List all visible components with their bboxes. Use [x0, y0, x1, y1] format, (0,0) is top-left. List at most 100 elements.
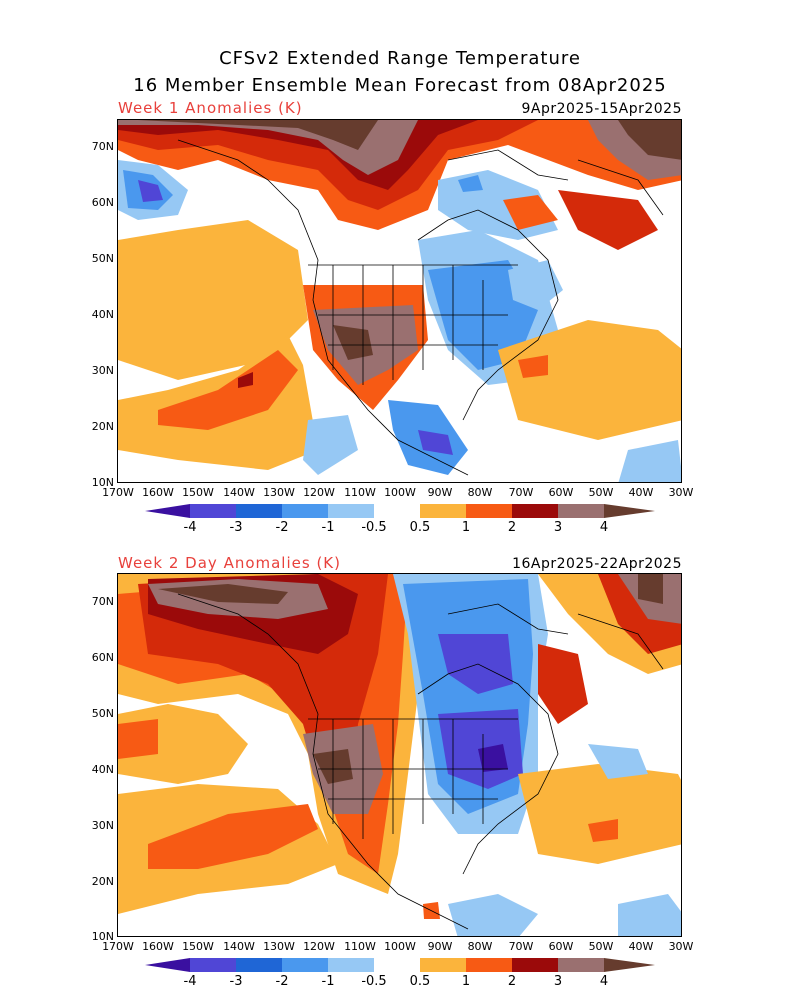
map-panel-week2 — [117, 573, 682, 937]
colorbar-segment — [282, 958, 328, 972]
lon-label: 110W — [344, 486, 376, 499]
anomaly-region — [438, 634, 513, 694]
lon-label: 90W — [427, 940, 453, 953]
lon-label: 150W — [182, 940, 214, 953]
panel1-dates: 9Apr2025-15Apr2025 — [521, 101, 682, 117]
lat-label: 20N — [91, 875, 114, 888]
lon-label: 40W — [628, 486, 654, 499]
colorbar-label: 0.5 — [409, 520, 431, 535]
colorbar-week1 — [145, 504, 655, 518]
anomaly-region — [618, 894, 681, 936]
coastline — [577, 159, 664, 216]
lat-label: 40N — [91, 763, 114, 776]
colorbar-label: 3 — [553, 520, 563, 535]
colorbar-label: -3 — [229, 974, 243, 989]
lon-label: 160W — [142, 940, 174, 953]
lon-label: 60W — [548, 940, 574, 953]
anomaly-region — [588, 819, 618, 842]
colorbar-label: 4 — [599, 974, 609, 989]
lon-label: 110W — [344, 940, 376, 953]
colorbar-segment — [236, 504, 282, 518]
anomaly-region — [458, 175, 483, 192]
anomaly-region — [508, 260, 563, 310]
lon-label: 80W — [467, 940, 493, 953]
chart-title-line1: CFSv2 Extended Range Temperature — [219, 48, 581, 69]
anomaly-region — [158, 584, 288, 604]
anomaly-region — [588, 744, 648, 779]
panel1-label: Week 1 Anomalies (K) — [118, 99, 303, 117]
colorbar-segment — [328, 504, 374, 518]
lon-label: 70W — [508, 940, 534, 953]
colorbar-segment — [512, 958, 558, 972]
anomaly-region — [618, 440, 681, 482]
colorbar-segment — [145, 958, 190, 972]
lat-label: 10N — [91, 476, 114, 489]
anomaly-region — [148, 804, 318, 869]
colorbar-segment — [145, 504, 190, 518]
anomaly-region — [503, 195, 558, 230]
anomaly-region — [518, 764, 681, 864]
colorbar-label: 2 — [507, 520, 517, 535]
lon-label: 100W — [384, 486, 416, 499]
lon-label: 40W — [628, 940, 654, 953]
border — [332, 719, 484, 839]
colorbar-segment — [604, 504, 655, 518]
anomaly-region — [303, 415, 358, 475]
anomaly-region — [498, 320, 681, 440]
colorbar-label: -2 — [275, 520, 289, 535]
anomaly-map-week2 — [118, 574, 681, 936]
lat-label: 60N — [91, 651, 114, 664]
colorbar-segment — [374, 958, 420, 972]
anomaly-region — [418, 430, 453, 455]
lon-label: 60W — [548, 486, 574, 499]
colorbar-label: 1 — [461, 520, 471, 535]
lon-label: 140W — [223, 940, 255, 953]
colorbar-label: -0.5 — [361, 974, 387, 989]
chart-title-line2: 16 Member Ensemble Mean Forecast from 08… — [133, 75, 667, 96]
anomaly-region — [478, 744, 508, 772]
anomaly-region — [118, 719, 158, 759]
lon-label: 50W — [588, 940, 614, 953]
colorbar-label: 3 — [553, 974, 563, 989]
lon-label: 30W — [668, 486, 694, 499]
colorbar-segment — [558, 504, 604, 518]
colorbar-segment — [420, 504, 466, 518]
colorbar-label: 2 — [507, 974, 517, 989]
coastline — [177, 593, 469, 930]
colorbar-label: 0.5 — [409, 974, 431, 989]
coastline — [177, 139, 469, 476]
colorbar-label: 1 — [461, 974, 471, 989]
anomaly-region — [638, 574, 663, 604]
lon-label: 120W — [303, 486, 335, 499]
anomaly-region — [118, 120, 538, 210]
colorbar-segment — [558, 958, 604, 972]
lon-label: 100W — [384, 940, 416, 953]
lon-label: 90W — [427, 486, 453, 499]
coastline — [417, 209, 559, 421]
lon-label: 30W — [668, 940, 694, 953]
coastline — [447, 149, 569, 181]
lat-label: 50N — [91, 707, 114, 720]
lat-label: 30N — [91, 364, 114, 377]
colorbar-segment — [604, 958, 655, 972]
anomaly-region — [558, 190, 658, 250]
lon-label: 120W — [303, 940, 335, 953]
anomaly-region — [138, 120, 378, 150]
lat-label: 30N — [91, 819, 114, 832]
anomaly-region — [138, 180, 163, 202]
lon-label: 170W — [102, 940, 134, 953]
lon-label: 130W — [263, 486, 295, 499]
colorbar-week2 — [145, 958, 655, 972]
lon-label: 50W — [588, 486, 614, 499]
anomaly-region — [618, 120, 681, 160]
colorbar-label: 4 — [599, 520, 609, 535]
anomaly-region — [118, 220, 308, 380]
coastline — [447, 603, 569, 635]
lat-label: 70N — [91, 140, 114, 153]
colorbar-label: -0.5 — [361, 520, 387, 535]
colorbar-label: -2 — [275, 974, 289, 989]
colorbar-segment — [190, 504, 236, 518]
lon-label: 170W — [102, 486, 134, 499]
coastline — [417, 663, 559, 875]
anomaly-region — [448, 894, 538, 936]
